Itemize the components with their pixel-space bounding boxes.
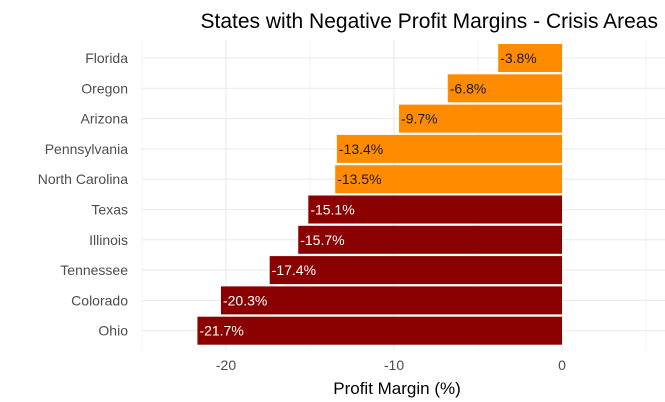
bar-colorado	[220, 286, 562, 315]
data-label: -15.7%	[300, 232, 344, 248]
bar-north-carolina	[335, 165, 562, 194]
bars	[197, 44, 562, 345]
y-axis-labels: Florida Oregon Arizona Pennsylvania North Ca…	[38, 50, 128, 339]
data-label: -13.5%	[337, 171, 381, 187]
chart-title: States with Negative Profit Margins - Cr…	[201, 10, 659, 33]
y-tick-label: Tennessee	[60, 262, 128, 278]
y-tick-label: Ohio	[98, 323, 128, 339]
bar-pennsylvania	[336, 134, 562, 163]
x-tick-label: -10	[384, 357, 404, 373]
bar-arizona	[399, 104, 562, 133]
y-tick-label: Oregon	[81, 80, 128, 96]
y-tick-label: Illinois	[89, 232, 128, 248]
y-tick-label: Texas	[91, 202, 128, 218]
bar-illinois	[298, 225, 562, 254]
data-label: -17.4%	[272, 262, 316, 278]
y-tick-label: Pennsylvania	[45, 141, 128, 157]
bar-ohio	[197, 316, 562, 345]
data-labels: -3.8% -6.8% -9.7% -13.4% -13.5% -15.1% -15.7% -…	[199, 50, 536, 339]
data-label: -3.8%	[500, 50, 537, 66]
y-tick-label: Colorado	[71, 292, 128, 308]
x-tick-label: 0	[558, 357, 566, 373]
data-label: -9.7%	[401, 111, 438, 127]
data-label: -6.8%	[450, 80, 487, 96]
data-label: -21.7%	[199, 323, 243, 339]
bar-florida	[498, 44, 562, 72]
data-label: -13.4%	[339, 141, 383, 157]
y-tick-label: Florida	[85, 50, 128, 66]
data-label: -20.3%	[223, 292, 267, 308]
bar-texas	[308, 195, 562, 224]
x-axis-title: Profit Margin (%)	[333, 379, 461, 398]
y-tick-label: Arizona	[81, 111, 129, 127]
data-label: -15.1%	[310, 202, 354, 218]
x-axis-ticks: -20 -10 0	[216, 357, 566, 373]
bar-oregon	[447, 74, 562, 103]
y-tick-label: North Carolina	[38, 171, 128, 187]
bar-tennessee	[269, 256, 562, 285]
x-tick-label: -20	[216, 357, 236, 373]
